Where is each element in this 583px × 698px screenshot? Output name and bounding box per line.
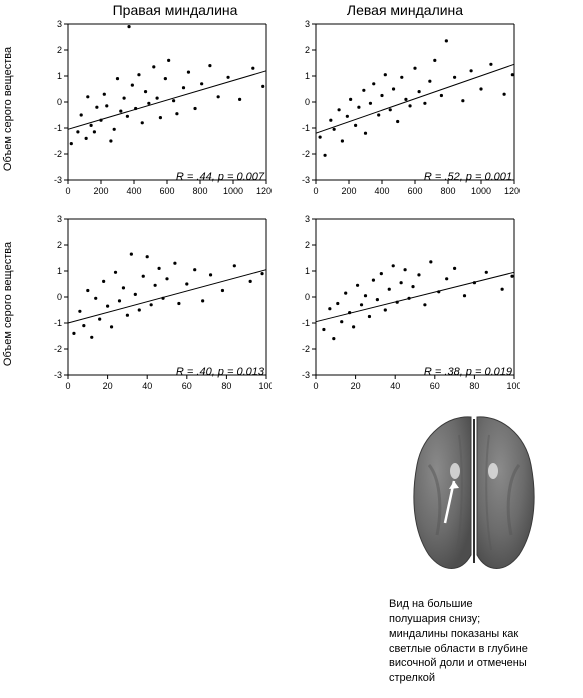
svg-text:40: 40 xyxy=(390,381,400,391)
panel-bottom-right: 0 20 40 60 80 100 -3 -2 -1 0 1 2 3 R = .38, p = 0.01… xyxy=(288,213,520,394)
svg-text:-1: -1 xyxy=(302,123,310,133)
svg-text:2: 2 xyxy=(305,45,310,55)
svg-text:-2: -2 xyxy=(302,344,310,354)
panel-top-left: Объем серого вещества 020040060080010001… xyxy=(40,18,272,199)
svg-text:200: 200 xyxy=(93,186,108,196)
panel-title-row: Правая миндалина Левая миндалина xyxy=(60,2,520,18)
svg-text:3: 3 xyxy=(57,19,62,29)
svg-text:-3: -3 xyxy=(54,175,62,185)
svg-text:2: 2 xyxy=(57,45,62,55)
svg-text:60: 60 xyxy=(430,381,440,391)
svg-text:800: 800 xyxy=(192,186,207,196)
svg-text:1200: 1200 xyxy=(256,186,272,196)
title-right-amygdala: Правая миндалина xyxy=(60,2,290,18)
svg-text:3: 3 xyxy=(57,214,62,224)
scatter-grid: Объем серого вещества 020040060080010001… xyxy=(40,18,520,394)
svg-text:200: 200 xyxy=(341,186,356,196)
svg-text:40: 40 xyxy=(142,381,152,391)
svg-text:-3: -3 xyxy=(54,370,62,380)
svg-text:0: 0 xyxy=(305,97,310,107)
svg-text:0: 0 xyxy=(313,381,318,391)
title-left-amygdala: Левая миндалина xyxy=(290,2,520,18)
ylabel-bottom: Объем серого вещества xyxy=(2,241,14,365)
svg-text:-1: -1 xyxy=(54,318,62,328)
svg-text:3: 3 xyxy=(305,214,310,224)
svg-text:-1: -1 xyxy=(54,123,62,133)
svg-text:-1: -1 xyxy=(302,318,310,328)
svg-text:-2: -2 xyxy=(54,149,62,159)
svg-text:80: 80 xyxy=(221,381,231,391)
svg-text:1: 1 xyxy=(57,266,62,276)
svg-text:0: 0 xyxy=(65,381,70,391)
svg-text:100: 100 xyxy=(258,381,272,391)
brain-caption: Вид на большие полушария снизу; миндалин… xyxy=(389,597,529,686)
svg-text:60: 60 xyxy=(182,381,192,391)
svg-text:100: 100 xyxy=(506,381,520,391)
stats-top-right: R = .52, p = 0.001 xyxy=(424,171,512,183)
svg-text:400: 400 xyxy=(126,186,141,196)
svg-text:0: 0 xyxy=(313,186,318,196)
svg-text:1: 1 xyxy=(305,266,310,276)
brain-figure: Вид на большие полушария снизу; миндалин… xyxy=(389,405,559,686)
panel-bottom-left: Объем серого вещества 020406080100-3-2-1… xyxy=(40,213,272,394)
svg-text:1000: 1000 xyxy=(471,186,491,196)
panel-top-right: 0 200 400 600 800 1000 1200 -3 -2 -1 0 1 2 3 R = .52,… xyxy=(288,18,520,199)
svg-text:400: 400 xyxy=(374,186,389,196)
svg-text:80: 80 xyxy=(469,381,479,391)
svg-text:800: 800 xyxy=(440,186,455,196)
svg-text:1200: 1200 xyxy=(504,186,520,196)
svg-text:3: 3 xyxy=(305,19,310,29)
stats-bottom-right: R = .38, p = 0.019 xyxy=(424,366,512,378)
svg-text:20: 20 xyxy=(351,381,361,391)
svg-text:-2: -2 xyxy=(54,344,62,354)
stats-bottom-left: R = .40, p = 0.013 xyxy=(176,366,264,378)
svg-text:1000: 1000 xyxy=(223,186,243,196)
ylabel-top: Объем серого вещества xyxy=(2,46,14,170)
svg-text:-3: -3 xyxy=(302,175,310,185)
stats-top-left: R = .44, p = 0.007 xyxy=(176,171,264,183)
svg-text:-2: -2 xyxy=(302,149,310,159)
svg-text:600: 600 xyxy=(159,186,174,196)
svg-text:0: 0 xyxy=(57,292,62,302)
svg-text:1: 1 xyxy=(305,71,310,81)
svg-text:0: 0 xyxy=(57,97,62,107)
svg-text:20: 20 xyxy=(103,381,113,391)
svg-text:0: 0 xyxy=(305,292,310,302)
svg-text:1: 1 xyxy=(57,71,62,81)
svg-text:2: 2 xyxy=(57,240,62,250)
brain-inferior-view-icon xyxy=(399,405,549,575)
svg-text:0: 0 xyxy=(65,186,70,196)
svg-text:2: 2 xyxy=(305,240,310,250)
svg-text:-3: -3 xyxy=(302,370,310,380)
svg-text:600: 600 xyxy=(407,186,422,196)
